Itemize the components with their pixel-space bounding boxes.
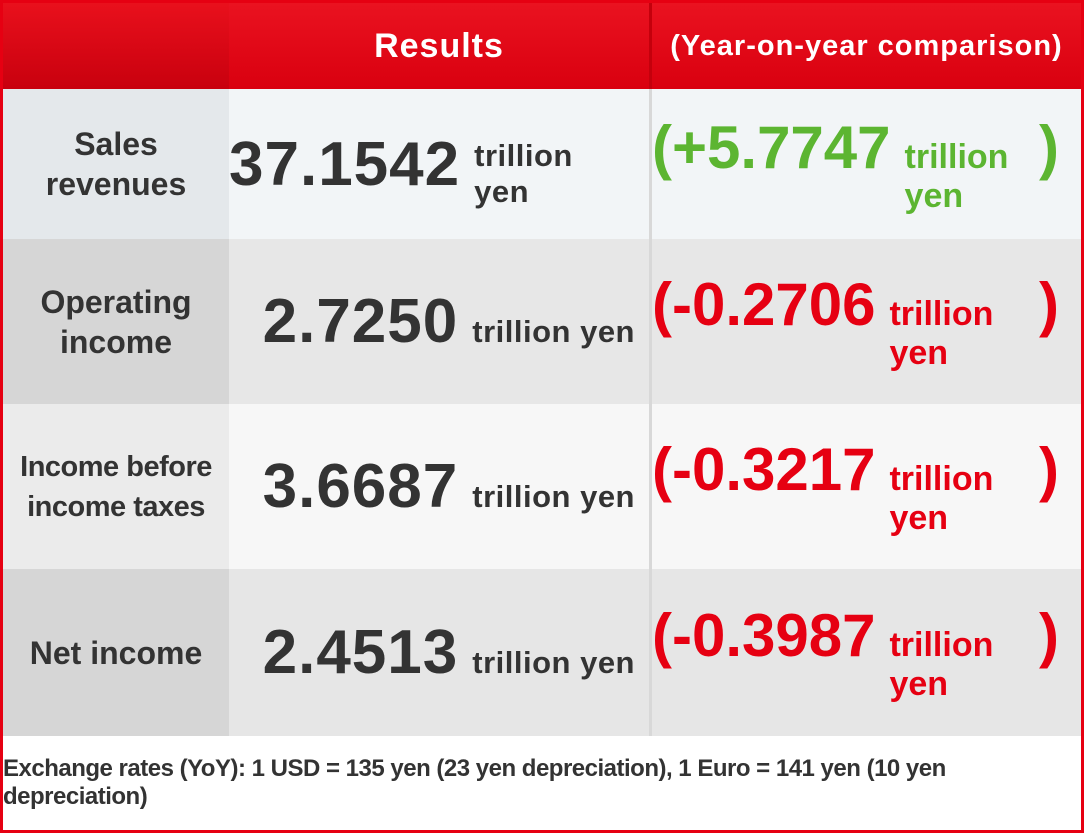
yoy-close-paren: ) (1039, 113, 1059, 181)
result-value: 2.7250 (262, 287, 459, 356)
row-label-cell: Net income (3, 569, 229, 736)
row-label-cell: Operating income (3, 239, 229, 404)
yoy-open-paren: ( (652, 436, 672, 503)
yoy-change-negative: ( -0.2706 trillion yen ) (652, 270, 1059, 373)
exchange-rate-footer: Exchange rates (YoY): 1 USD = 135 yen (2… (3, 736, 1081, 830)
result-value: 2.4513 (262, 618, 459, 687)
header-results-cell: Results (229, 3, 649, 89)
table-row-income-before-taxes: Income before income taxes 3.6687 trilli… (3, 404, 1081, 569)
result-unit: trillion yen (472, 644, 635, 680)
results-heading: Results (374, 26, 504, 65)
result-cell: 2.4513 trillion yen (229, 569, 649, 736)
table-row-sales-revenues: Sales revenues 37.1542 trillion yen ( +5… (3, 89, 1081, 239)
yoy-unit: trillion yen (889, 626, 994, 703)
yoy-cell: ( -0.3217 trillion yen ) (652, 404, 1081, 569)
yoy-close-paren: ) (1039, 271, 1059, 338)
yoy-value: +5.7747 (671, 113, 891, 181)
header-corner-cell (3, 3, 229, 89)
yoy-close-paren: ) (1039, 436, 1059, 503)
result-cell: 37.1542 trillion yen (229, 89, 649, 239)
yoy-open-paren: ( (652, 113, 672, 181)
column-divider (649, 239, 652, 404)
row-label-line2: income (59, 323, 173, 360)
row-label-cell: Sales revenues (3, 89, 229, 239)
row-label-line1: Income before (20, 450, 212, 483)
yoy-open-paren: ( (652, 271, 672, 338)
table-row-net-income: Net income 2.4513 trillion yen ( -0.3987… (3, 569, 1081, 736)
result-value: 37.1542 (229, 129, 461, 199)
yoy-cell: ( +5.7747 trillion yen ) (652, 89, 1081, 239)
row-label-line1: Operating (40, 283, 192, 320)
yoy-change-negative: ( -0.3217 trillion yen ) (652, 435, 1059, 538)
yoy-value: -0.2706 (671, 271, 876, 338)
row-label-line1: Net income (29, 634, 203, 671)
yoy-value: -0.3987 (671, 602, 876, 669)
result-unit: trillion yen (472, 478, 635, 514)
row-label-line2: revenues (45, 166, 187, 202)
yoy-value: -0.3217 (671, 436, 876, 503)
yoy-change-negative: ( -0.3987 trillion yen ) (652, 601, 1059, 704)
yoy-change-positive: ( +5.7747 trillion yen ) (652, 113, 1059, 216)
yoy-close-paren: ) (1039, 602, 1059, 669)
result-unit: trillion yen (472, 313, 635, 349)
row-label-line2: income taxes (27, 490, 205, 523)
yoy-unit: trillion yen (904, 137, 1009, 215)
yoy-cell: ( -0.3987 trillion yen ) (652, 569, 1081, 736)
table-header: Results (Year-on-year comparison) (3, 3, 1081, 89)
exchange-rate-note: Exchange rates (YoY): 1 USD = 135 yen (2… (3, 755, 946, 810)
yoy-open-paren: ( (652, 602, 672, 669)
result-cell: 2.7250 trillion yen (229, 239, 649, 404)
yoy-heading: (Year-on-year comparison) (670, 29, 1063, 62)
row-label-line1: Sales (74, 126, 158, 162)
yoy-unit: trillion yen (889, 295, 994, 372)
header-yoy-cell: (Year-on-year comparison) (652, 3, 1081, 89)
column-divider (649, 89, 652, 239)
column-divider (649, 569, 652, 736)
table-row-operating-income: Operating income 2.7250 trillion yen ( -… (3, 239, 1081, 404)
result-cell: 3.6687 trillion yen (229, 404, 649, 569)
result-unit: trillion yen (474, 138, 573, 209)
header-divider (649, 3, 652, 89)
row-label-cell: Income before income taxes (3, 404, 229, 569)
result-value: 3.6687 (262, 452, 459, 521)
yoy-unit: trillion yen (889, 460, 994, 537)
column-divider (649, 404, 652, 569)
yoy-cell: ( -0.2706 trillion yen ) (652, 239, 1081, 404)
